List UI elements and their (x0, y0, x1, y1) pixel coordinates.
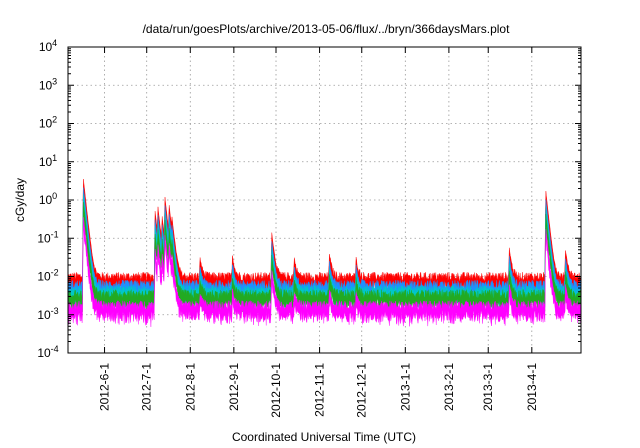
x-tick-label: 2013-3-1 (481, 363, 495, 411)
y-axis-label: cGy/day (13, 178, 27, 222)
y-tick-exponent: 1 (52, 153, 57, 163)
y-tick-exponent: -1 (51, 229, 59, 239)
y-tick-label: 10-3 (37, 306, 58, 322)
y-tick-exponent: 2 (52, 115, 57, 125)
x-tick-label: 2013-4-1 (525, 363, 539, 411)
grid-layer (68, 47, 581, 353)
y-tick-exponent: -4 (51, 344, 59, 354)
x-tick-label: 2013-2-1 (442, 363, 456, 411)
series-band-4 (67, 217, 582, 327)
series-layer (67, 179, 582, 327)
x-tick-label: 2012-7-1 (140, 363, 154, 411)
y-tick-label: 10-1 (37, 229, 58, 245)
y-tick-label: 102 (39, 115, 57, 131)
x-tick-label: 2012-10-1 (269, 363, 283, 418)
y-tick-exponent: -2 (51, 268, 59, 278)
x-tick-label: 2012-12-1 (355, 363, 369, 418)
y-tick-label: 100 (39, 191, 57, 207)
x-tick-label: 2012-8-1 (183, 363, 197, 411)
x-axis-label: Coordinated Universal Time (UTC) (232, 430, 416, 444)
y-tick-exponent: 4 (52, 38, 57, 48)
y-tick-exponent: 3 (52, 76, 57, 86)
y-tick-label: 10-4 (37, 344, 58, 360)
y-tick-label: 104 (39, 38, 57, 54)
series-band-3 (67, 202, 582, 316)
x-tick-label: 2012-6-1 (98, 363, 112, 411)
y-tick-label: 101 (39, 153, 57, 169)
x-tick-label: 2012-9-1 (227, 363, 241, 411)
y-tick-label: 103 (39, 76, 57, 92)
tick-layer (68, 46, 581, 354)
x-tick-label: 2012-11-1 (313, 363, 327, 417)
y-tick-label: 10-2 (37, 268, 58, 284)
chart-title: /data/run/goesPlots/archive/2013-05-06/f… (143, 22, 511, 36)
x-tick-label: 2013-1-1 (398, 363, 412, 411)
y-tick-exponent: -3 (51, 306, 59, 316)
y-tick-exponent: 0 (52, 191, 57, 201)
